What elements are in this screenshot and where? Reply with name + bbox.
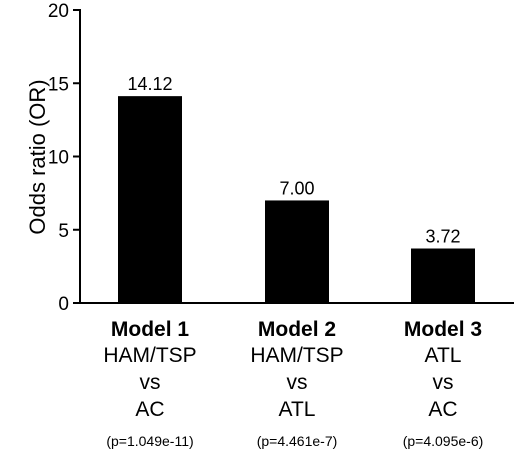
category-comparison-line: HAM/TSP (103, 344, 196, 367)
y-tick-label: 10 (48, 148, 69, 169)
y-tick-label: 15 (48, 74, 69, 95)
category-comparison-line: vs (433, 371, 454, 394)
y-axis: 0 5 10 15 20 (48, 1, 81, 315)
y-tick-label: 20 (48, 1, 69, 22)
category-comparison-line: AC (135, 398, 164, 421)
bar (118, 96, 182, 303)
data-label: 14.12 (127, 74, 172, 94)
data-labels: 14.12 7.00 3.72 (127, 74, 460, 246)
category-comparison-line: ATL (279, 398, 316, 421)
bar (265, 200, 329, 303)
data-label: 3.72 (425, 227, 460, 247)
category-title: Model 3 (404, 318, 482, 341)
category-title: Model 1 (111, 318, 189, 341)
data-label: 7.00 (279, 178, 314, 198)
bars (118, 96, 475, 303)
category-comparison-line: vs (140, 371, 161, 394)
category-p-value: (p=1.049e-11) (106, 433, 193, 449)
bar (411, 248, 475, 303)
category-p-value: (p=4.095e-6) (403, 433, 484, 449)
y-tick-label: 0 (58, 294, 69, 315)
category-comparison-line: ATL (425, 344, 462, 367)
category-title: Model 2 (258, 318, 336, 341)
category-p-value: (p=4.461e-7) (257, 433, 338, 449)
category-comparison-line: vs (287, 371, 308, 394)
y-tick-label: 5 (58, 221, 69, 242)
y-axis-title: Odds ratio (OR) (25, 79, 50, 234)
category-labels: Model 1 HAM/TSP vs AC (p=1.049e-11) Model 2 HA… (103, 318, 483, 449)
category-comparison-line: HAM/TSP (250, 344, 343, 367)
category-comparison-line: AC (428, 398, 457, 421)
